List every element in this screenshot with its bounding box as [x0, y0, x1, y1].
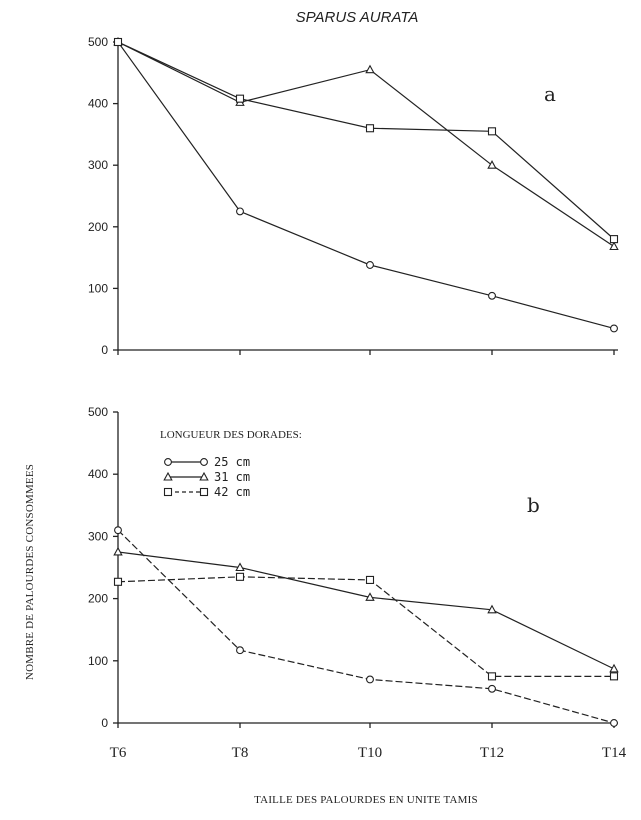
series-line-square	[117, 576, 614, 677]
x-tick-label: T10	[358, 745, 382, 761]
legend-swatch-marker	[199, 487, 209, 497]
y-tick-label: 200	[88, 220, 108, 234]
data-point-square	[235, 94, 245, 103]
data-point-triangle	[487, 160, 497, 169]
data-point-square	[113, 577, 123, 586]
legend-entry-label: 42 cm	[214, 485, 250, 499]
x-tick-label: T14	[602, 745, 627, 761]
x-tick-label: T6	[110, 745, 127, 761]
legend-title: LONGUEUR DES DORADES:	[160, 429, 302, 441]
y-tick-label: 300	[88, 529, 108, 543]
x-axis-title: TAILLE DES PALOURDES EN UNITE TAMIS	[254, 794, 478, 806]
series-line-circle	[117, 529, 615, 724]
data-point-circle	[488, 291, 496, 300]
y-tick-label: 100	[88, 281, 108, 295]
legend-entry-label: 31 cm	[214, 470, 250, 484]
data-point-circle	[236, 646, 244, 655]
data-point-circle	[366, 261, 374, 269]
y-tick-label: 0	[101, 716, 108, 730]
y-tick-label: 0	[101, 343, 108, 357]
data-point-triangle	[487, 604, 497, 614]
series-line-circle	[117, 41, 615, 330]
y-axis-title: NOMBRE DE PALOURDES CONSOMMEES	[24, 464, 36, 680]
data-point-square	[609, 235, 619, 244]
data-point-triangle	[365, 64, 375, 74]
series-line-triangle	[117, 551, 615, 670]
data-point-circle	[236, 207, 244, 216]
legend-entry-label: 25 cm	[214, 455, 250, 469]
series-line-square	[117, 41, 615, 240]
data-point-triangle	[235, 562, 245, 572]
data-point-square	[365, 124, 375, 133]
y-tick-label: 200	[88, 592, 108, 606]
x-tick-label: T12	[480, 745, 504, 761]
data-point-square	[609, 672, 619, 681]
x-tick-label: T8	[232, 745, 249, 761]
panel-label-a: a	[544, 82, 556, 106]
legend-swatch-marker	[199, 471, 209, 481]
panel-b: 0 100 200 300 400 500 T6 T8 T10 T12 T14	[88, 405, 627, 761]
data-point-triangle	[365, 592, 375, 601]
data-point-circle	[114, 526, 122, 535]
data-point-triangle	[609, 663, 619, 673]
legend-swatch-marker	[163, 471, 173, 481]
y-tick-label: 100	[88, 654, 108, 668]
panel-a: 0 100 200 300 400 500	[88, 35, 619, 357]
data-point-circle	[610, 719, 618, 727]
data-point-triangle	[609, 241, 619, 251]
legend-swatch-marker	[164, 458, 172, 466]
data-point-circle	[610, 324, 618, 333]
data-point-triangle	[113, 546, 123, 556]
data-point-circle	[488, 684, 496, 693]
y-tick-label: 500	[88, 35, 108, 49]
y-tick-label: 300	[88, 158, 108, 172]
data-point-circle	[366, 675, 374, 684]
legend-swatch-marker	[200, 458, 208, 466]
y-tick-label: 500	[88, 405, 108, 419]
y-tick-label: 400	[88, 97, 108, 111]
chart-title: SPARUS AURATA	[296, 9, 419, 26]
data-point-square	[487, 127, 497, 136]
y-tick-label: 400	[88, 467, 108, 481]
panel-label-b: b	[527, 493, 540, 517]
data-point-square	[365, 575, 375, 584]
legend-swatch-marker	[163, 487, 173, 497]
data-point-square	[235, 572, 245, 581]
data-point-square	[487, 672, 497, 681]
data-point-square	[113, 37, 123, 47]
